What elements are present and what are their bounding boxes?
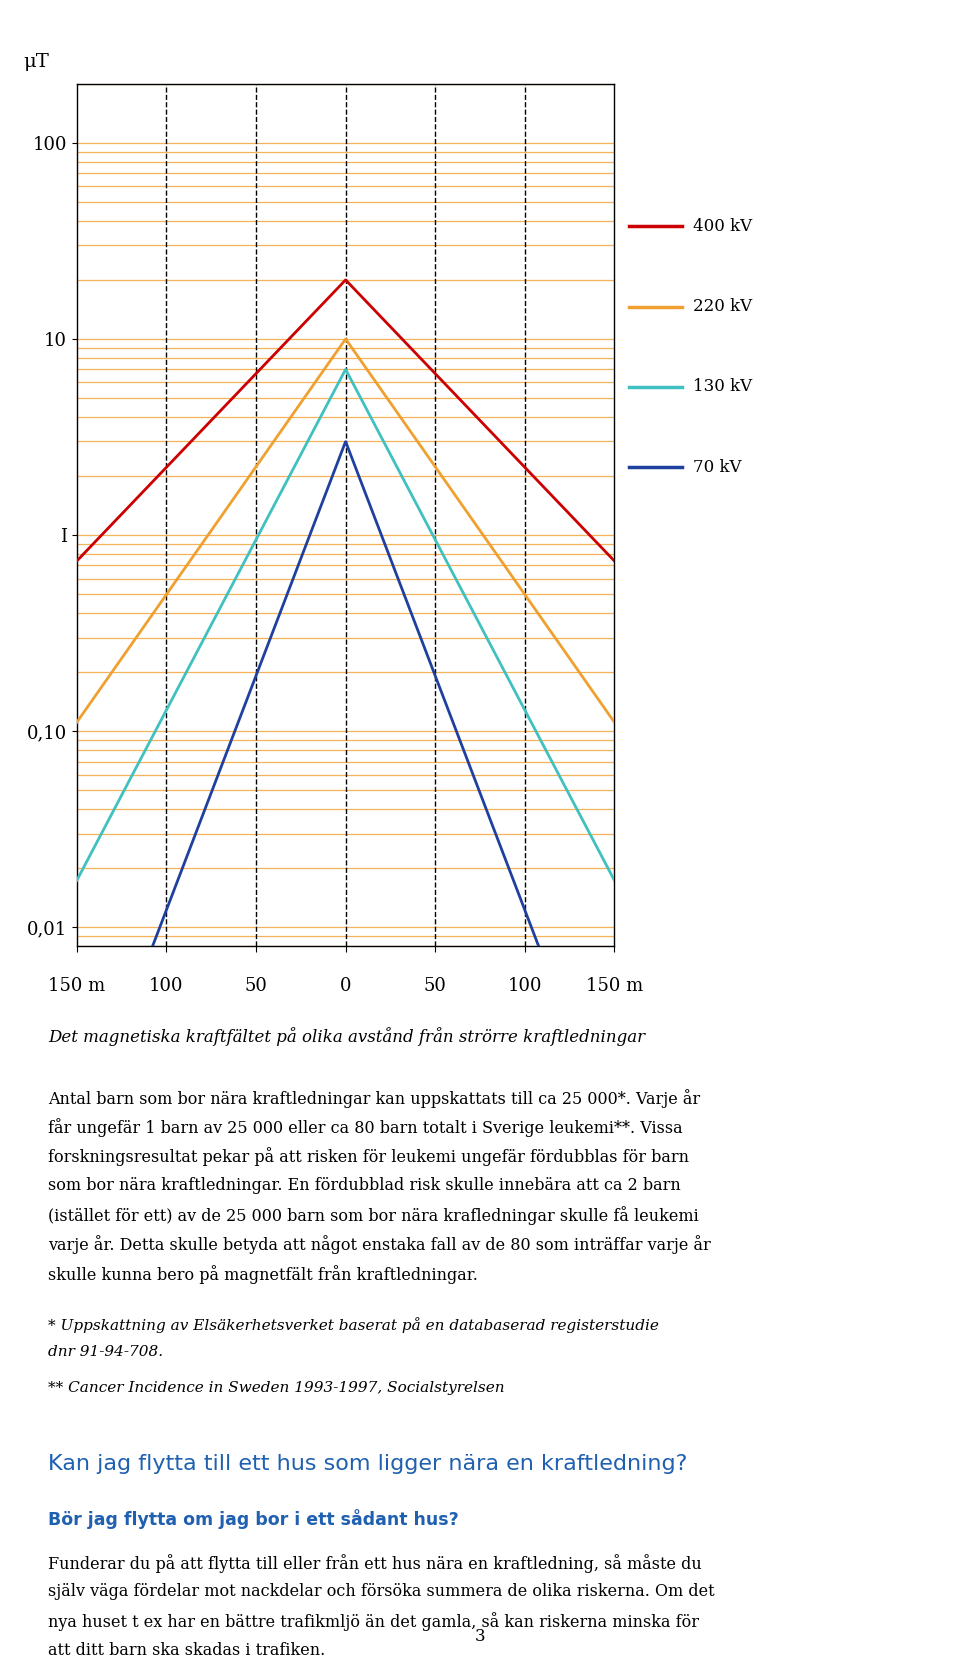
Text: ** Cancer Incidence in Sweden 1993-1997, Socialstyrelsen: ** Cancer Incidence in Sweden 1993-1997,… (48, 1380, 505, 1395)
Text: 100: 100 (508, 977, 542, 995)
Text: får ungefär 1 barn av 25 000 eller ca 80 barn totalt i Sverige leukemi**. Vissa: får ungefär 1 barn av 25 000 eller ca 80… (48, 1119, 683, 1137)
Text: 0: 0 (340, 977, 351, 995)
Text: 100: 100 (149, 977, 183, 995)
Text: * Uppskattning av Elsäkerhetsverket baserat på en databaserad registerstudie: * Uppskattning av Elsäkerhetsverket base… (48, 1318, 659, 1333)
Text: att ditt barn ska skadas i trafiken.: att ditt barn ska skadas i trafiken. (48, 1642, 325, 1658)
Text: Antal barn som bor nära kraftledningar kan uppskattats till ca 25 000*. Varje år: Antal barn som bor nära kraftledningar k… (48, 1089, 700, 1107)
Text: själv väga fördelar mot nackdelar och försöka summera de olika riskerna. Om det: själv väga fördelar mot nackdelar och fö… (48, 1583, 714, 1600)
Text: Kan jag flytta till ett hus som ligger nära en kraftledning?: Kan jag flytta till ett hus som ligger n… (48, 1454, 687, 1474)
Text: som bor nära kraftledningar. En fördubblad risk skulle innebära att ca 2 barn: som bor nära kraftledningar. En fördubbl… (48, 1178, 681, 1194)
Text: 400 kV: 400 kV (693, 218, 753, 234)
Text: 220 kV: 220 kV (693, 298, 753, 315)
Text: varje år. Detta skulle betyda att något enstaka fall av de 80 som inträffar varj: varje år. Detta skulle betyda att något … (48, 1236, 710, 1255)
Text: Bör jag flytta om jag bor i ett sådant hus?: Bör jag flytta om jag bor i ett sådant h… (48, 1509, 459, 1529)
Text: 70 kV: 70 kV (693, 459, 742, 476)
Text: forskningsresultat pekar på att risken för leukemi ungefär fördubblas för barn: forskningsresultat pekar på att risken f… (48, 1147, 689, 1166)
Text: skulle kunna bero på magnetfält från kraftledningar.: skulle kunna bero på magnetfält från kra… (48, 1265, 478, 1283)
Text: Funderar du på att flytta till eller från ett hus nära en kraftledning, så måste: Funderar du på att flytta till eller frå… (48, 1554, 702, 1573)
Text: 50: 50 (423, 977, 446, 995)
Text: dnr 91-94-708.: dnr 91-94-708. (48, 1345, 163, 1358)
Text: 130 kV: 130 kV (693, 379, 753, 395)
Text: 150 m: 150 m (586, 977, 643, 995)
Text: 50: 50 (245, 977, 268, 995)
Text: 3: 3 (474, 1628, 486, 1645)
Text: μT: μT (23, 54, 49, 70)
Text: 150 m: 150 m (48, 977, 106, 995)
Text: nya huset t ex har en bättre trafikmljö än det gamla, så kan riskerna minska för: nya huset t ex har en bättre trafikmljö … (48, 1613, 699, 1631)
Text: (istället för ett) av de 25 000 barn som bor nära krafledningar skulle få leukem: (istället för ett) av de 25 000 barn som… (48, 1206, 699, 1224)
Text: Det magnetiska kraftfältet på olika avstånd från strörre kraftledningar: Det magnetiska kraftfältet på olika avst… (48, 1027, 645, 1045)
